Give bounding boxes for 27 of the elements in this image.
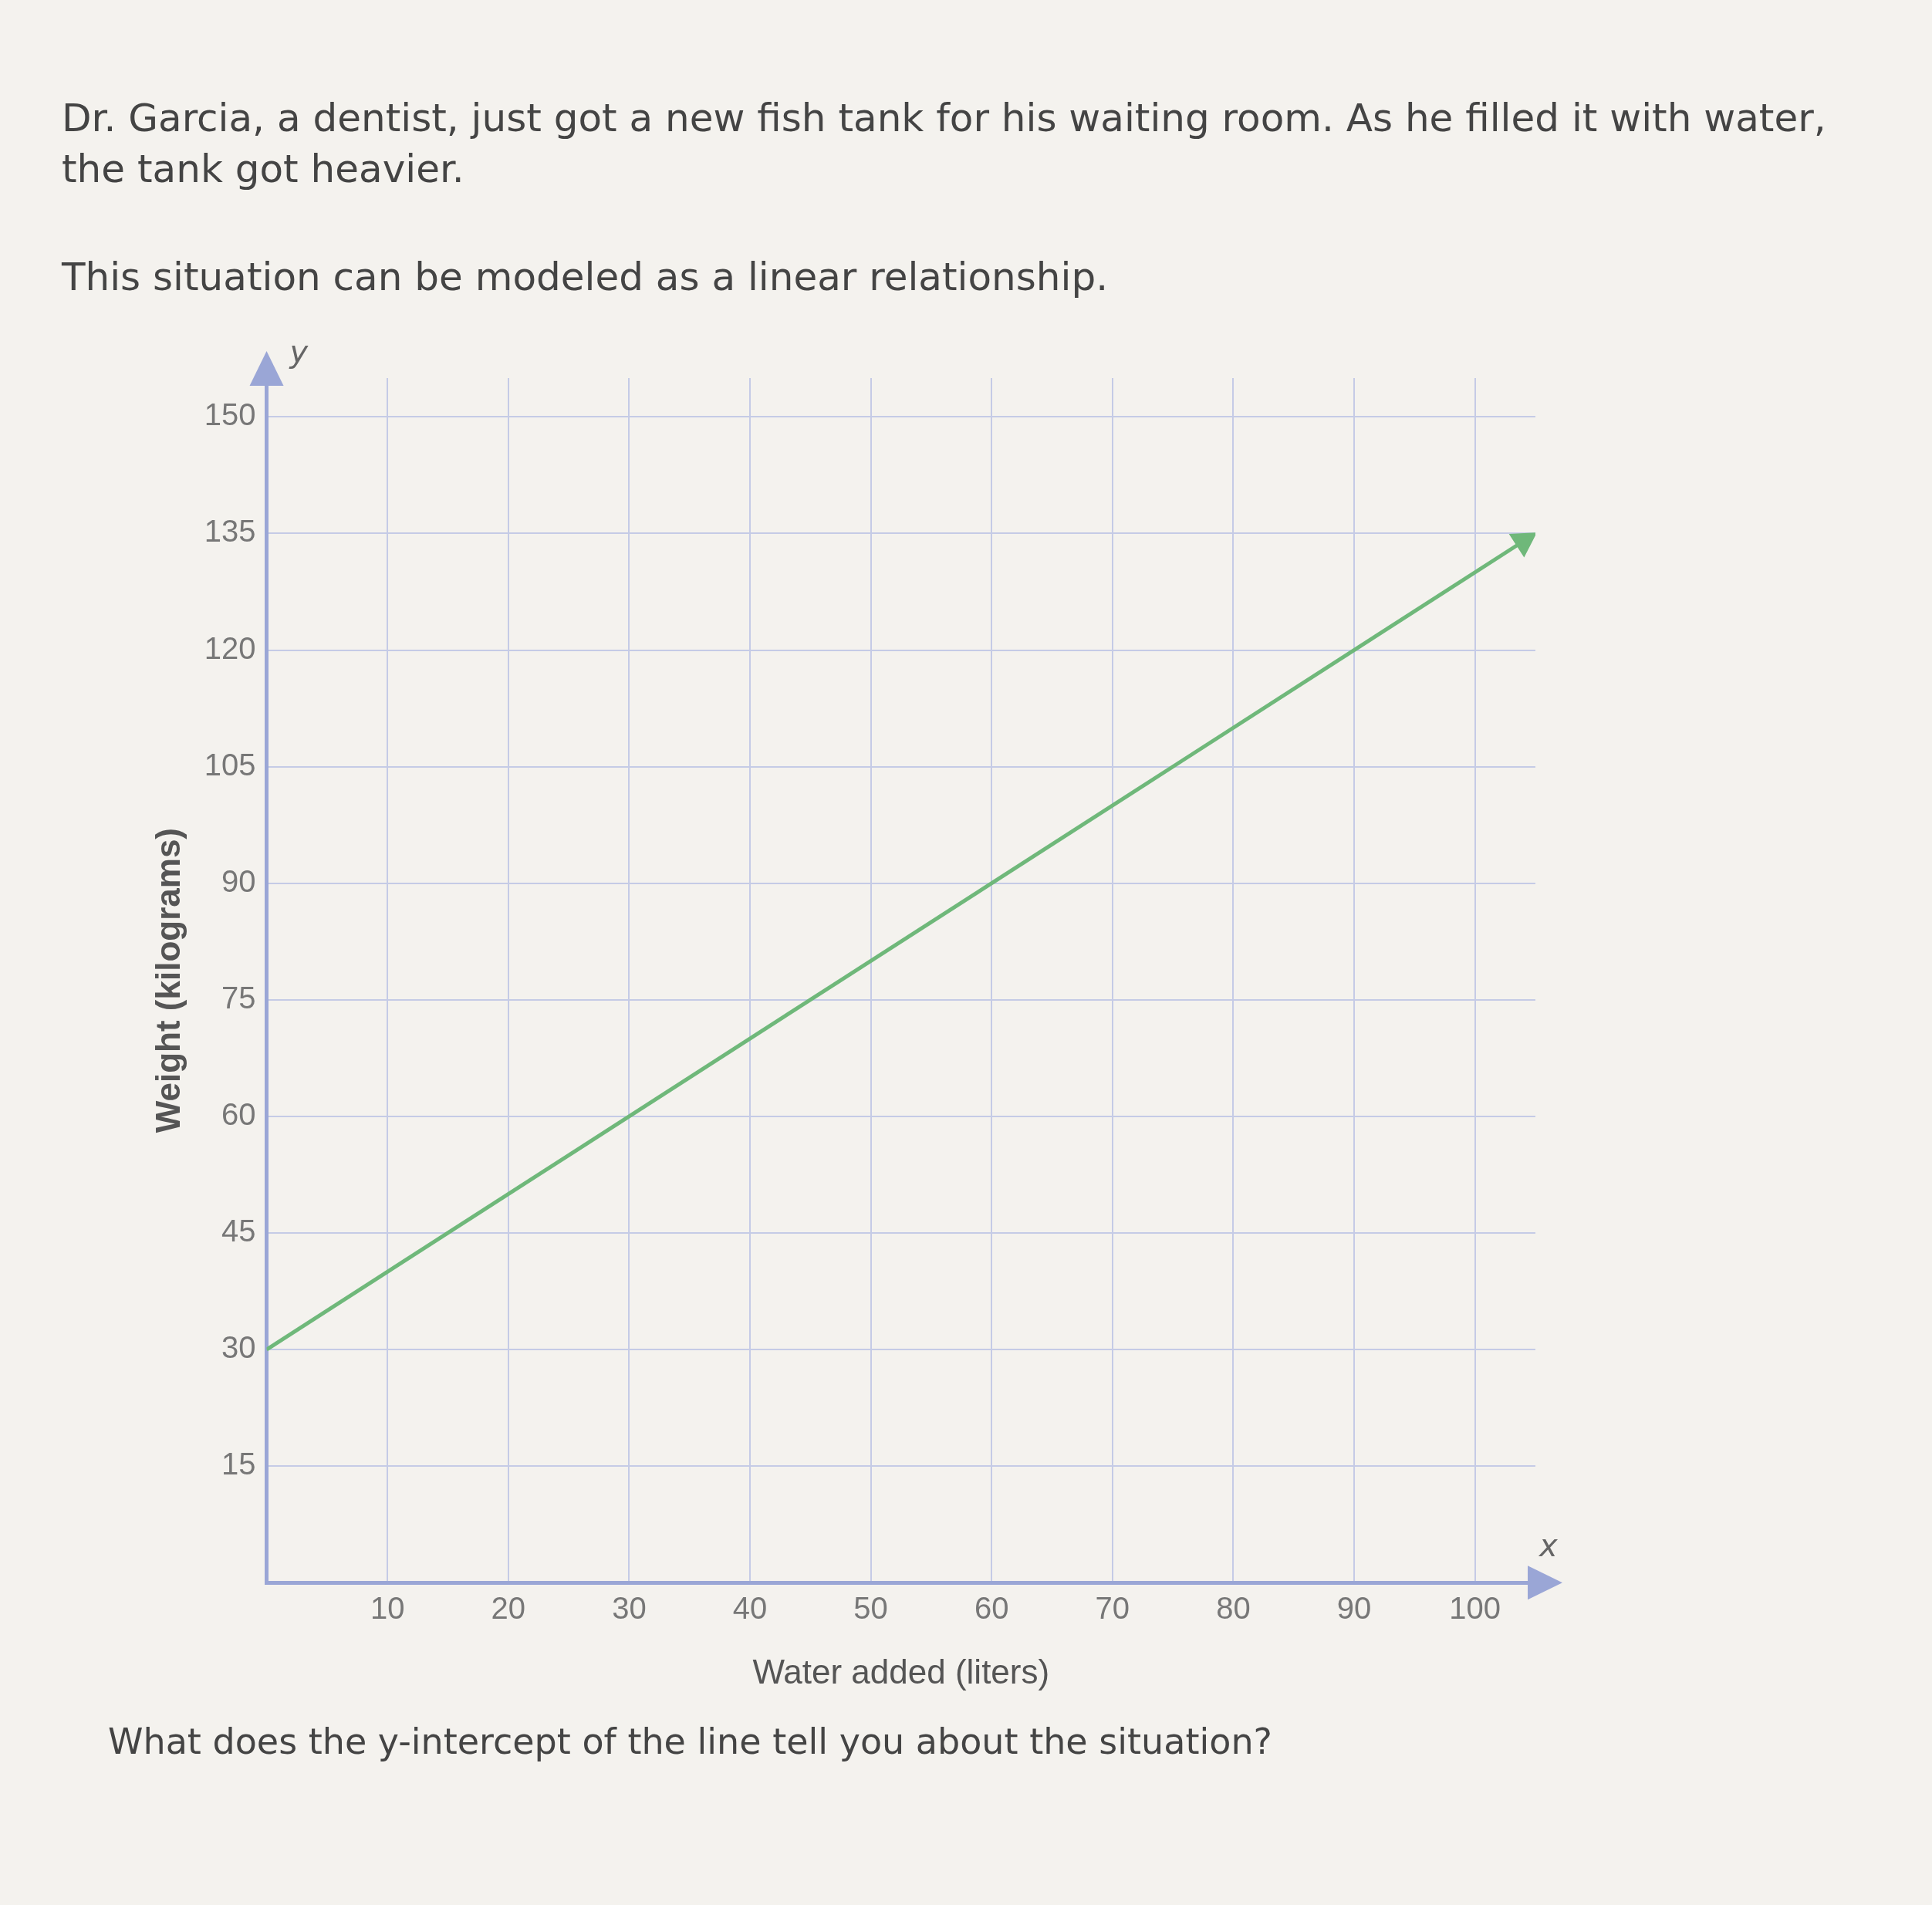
x-tick-label: 10 xyxy=(370,1591,405,1626)
x-tick-label: 20 xyxy=(491,1591,526,1626)
x-tick-label: 40 xyxy=(732,1591,768,1626)
chart-title: Dr. Garcia, a dentist, just got a new fish tank for his waiting room. As he filled it with water, the tank got heavier. xyxy=(62,95,1827,193)
x-tick-label: 80 xyxy=(1216,1591,1251,1626)
x-tick-label: 90 xyxy=(1336,1591,1372,1626)
chart-subtitle: This situation can be modeled as a linear relationship. xyxy=(62,255,1109,299)
x-tick-label: 30 xyxy=(612,1591,647,1626)
y-tick-label: 15 xyxy=(221,1447,256,1481)
y-tick-label: 120 xyxy=(204,630,256,665)
x-tick-label: 60 xyxy=(974,1591,1009,1626)
y-tick-label: 75 xyxy=(221,980,256,1015)
y-tick-label: 90 xyxy=(221,863,256,898)
x-tick-label: 70 xyxy=(1095,1591,1130,1626)
y-tick-label: 30 xyxy=(221,1330,256,1365)
y-axis-title: Weight (kilograms) xyxy=(148,827,187,1133)
y-tick-label: 45 xyxy=(221,1213,256,1248)
text: What does the y-intercept of the line tell you about the situation? xyxy=(108,1721,1272,1762)
text: y xyxy=(289,334,309,370)
y-tick-label: 60 xyxy=(221,1096,256,1131)
text: x xyxy=(1538,1527,1558,1563)
y-tick-label: 135 xyxy=(204,514,256,549)
y-tick-label: 150 xyxy=(204,397,256,432)
x-tick-label: 100 xyxy=(1449,1591,1501,1626)
x-axis-title: Water added (liters) xyxy=(752,1652,1050,1691)
y-tick-label: 105 xyxy=(204,747,256,782)
x-tick-label: 50 xyxy=(853,1591,888,1626)
